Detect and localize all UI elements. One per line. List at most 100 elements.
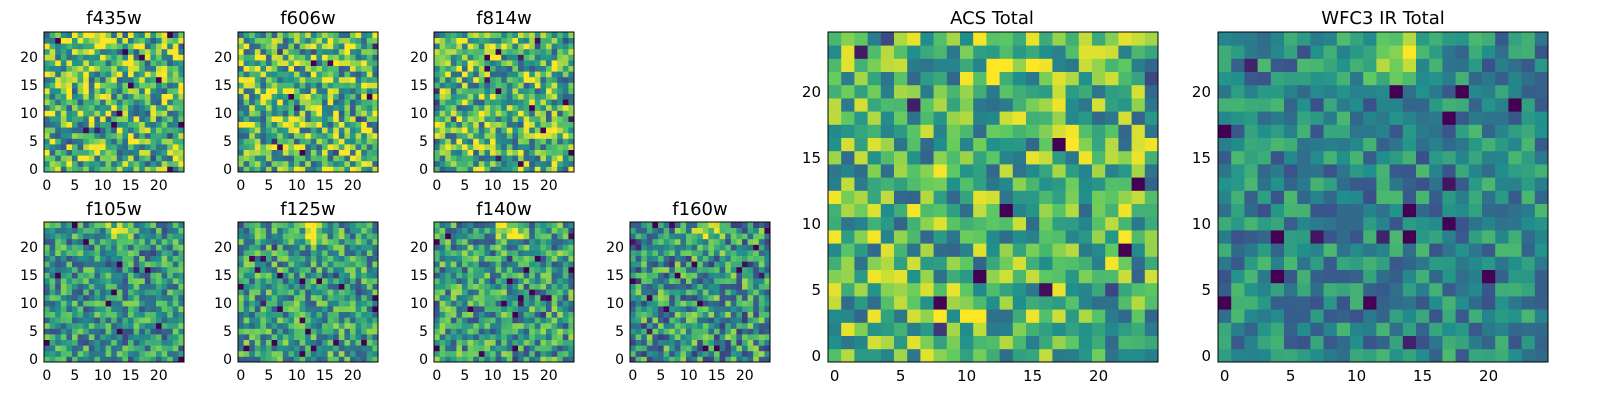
heatmap-cell: [254, 160, 261, 167]
heatmap-cell: [260, 88, 267, 94]
heatmap-cell: [333, 272, 340, 279]
heatmap-cell: [933, 296, 948, 310]
heatmap-cell: [540, 255, 547, 262]
y-ticks: 0 5 10 15 20: [20, 50, 38, 178]
heatmap-cell: [161, 233, 168, 240]
heatmap-cell: [445, 60, 452, 66]
heatmap-cell: [277, 65, 284, 72]
heatmap-cell: [450, 244, 457, 251]
heatmap-cell: [529, 306, 536, 312]
heatmap-cell: [725, 356, 732, 363]
heatmap-cell: [473, 328, 480, 335]
heatmap-cell: [1092, 256, 1106, 270]
heatmap-cell: [77, 356, 84, 363]
heatmap-cell: [719, 334, 726, 340]
heatmap-cell: [316, 311, 323, 318]
heatmap-cell: [456, 250, 463, 256]
heatmap-cell: [652, 261, 659, 268]
heatmap-cell: [167, 317, 174, 324]
heatmap-cell: [445, 32, 452, 38]
heatmap-cell: [294, 334, 300, 340]
heatmap-cell: [88, 121, 95, 128]
heatmap-cell: [484, 65, 491, 72]
heatmap-cell: [725, 238, 732, 245]
heatmap-cell: [94, 166, 101, 173]
heatmap-cell: [361, 88, 368, 94]
heatmap-cell: [100, 311, 106, 318]
heatmap-cell: [714, 356, 720, 363]
heatmap-cells: [828, 32, 1159, 363]
heatmap-cell: [652, 317, 659, 324]
heatmap-cell: [271, 37, 278, 44]
heatmap-cell: [557, 138, 564, 145]
heatmap-cell: [361, 54, 368, 61]
heatmap-cell: [484, 328, 491, 335]
heatmap-cell: [540, 132, 547, 139]
heatmap-cell: [266, 43, 272, 50]
heatmap-cell: [372, 132, 379, 139]
heatmap-cell: [172, 155, 179, 162]
heatmap-cell: [172, 116, 179, 122]
heatmap-cell: [266, 345, 272, 352]
heatmap-cell: [55, 294, 62, 301]
heatmap-cell: [333, 43, 340, 50]
heatmap-cell: [495, 289, 502, 296]
heatmap-cell: [1026, 177, 1040, 191]
heatmap-cell: [484, 311, 491, 318]
heatmap-cell: [172, 132, 179, 139]
heatmap-cell: [1052, 177, 1066, 191]
heatmap-cell: [316, 54, 323, 61]
heatmap-cell: [630, 306, 636, 312]
heatmap-cell: [316, 250, 323, 256]
heatmap-cell: [894, 243, 908, 257]
heatmap-cell: [708, 306, 715, 312]
heatmap-cell: [506, 71, 513, 78]
heatmap-cell: [1012, 282, 1027, 297]
heatmap-cell: [254, 261, 261, 268]
heatmap-cell: [238, 116, 244, 122]
heatmap-cell: [495, 37, 502, 44]
heatmap-cell: [630, 294, 636, 301]
y-tick-label: 10: [410, 106, 428, 122]
heatmap-cell: [450, 88, 457, 94]
heatmap-cell: [686, 356, 692, 363]
heatmap-cell: [139, 272, 146, 279]
heatmap-cell: [282, 339, 289, 346]
heatmap-cell: [105, 43, 112, 50]
heatmap-cell: [361, 43, 368, 50]
heatmap-cell: [674, 350, 681, 357]
heatmap-cell: [478, 339, 485, 346]
heatmap-cell: [518, 149, 524, 156]
heatmap-cell: [1052, 256, 1066, 270]
heatmap-cell: [350, 283, 356, 290]
heatmap-cell: [66, 37, 73, 44]
heatmap-cell: [529, 54, 536, 61]
heatmap-cell: [1144, 164, 1159, 178]
heatmap-cell: [467, 60, 474, 66]
heatmap-cell: [83, 356, 90, 363]
heatmap-cell: [288, 121, 295, 128]
heatmap-cell: [1118, 309, 1132, 323]
heatmap-cell: [161, 37, 168, 44]
heatmap-cell: [316, 99, 323, 106]
heatmap-cell: [445, 144, 452, 150]
heatmap-cell: [83, 328, 90, 335]
heatmap-cell: [133, 37, 140, 44]
heatmap-cell: [674, 317, 681, 324]
heatmap-cell: [55, 121, 62, 128]
heatmap-cell: [973, 98, 987, 112]
heatmap-cell: [100, 350, 106, 357]
heatmap-cell: [973, 137, 987, 152]
heatmap-cell: [529, 283, 536, 290]
heatmap-cell: [434, 350, 440, 357]
heatmap-cell: [178, 266, 185, 273]
heatmap-cell: [450, 345, 457, 352]
plot-frame: [433, 31, 575, 173]
heatmap-cell: [439, 250, 446, 256]
heatmap-cell: [88, 255, 95, 262]
heatmap-cell: [719, 345, 726, 352]
heatmap-cell: [462, 339, 468, 346]
heatmap-cell: [254, 294, 261, 301]
heatmap-cell: [1144, 98, 1159, 112]
heatmap-cell: [49, 82, 56, 89]
